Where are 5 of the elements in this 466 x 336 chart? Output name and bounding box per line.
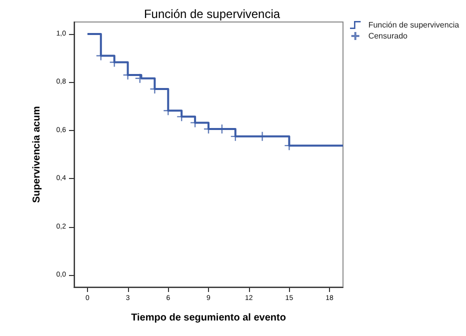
legend-label: Censurado bbox=[368, 32, 408, 40]
legend-label: Función de supervivencia bbox=[368, 20, 460, 30]
x-axis-title: Tiempo de segumiento al evento bbox=[131, 312, 286, 324]
y-axis-title: Supervivencia acum bbox=[32, 106, 42, 203]
chart-title: Función de supervivencia bbox=[144, 7, 280, 21]
